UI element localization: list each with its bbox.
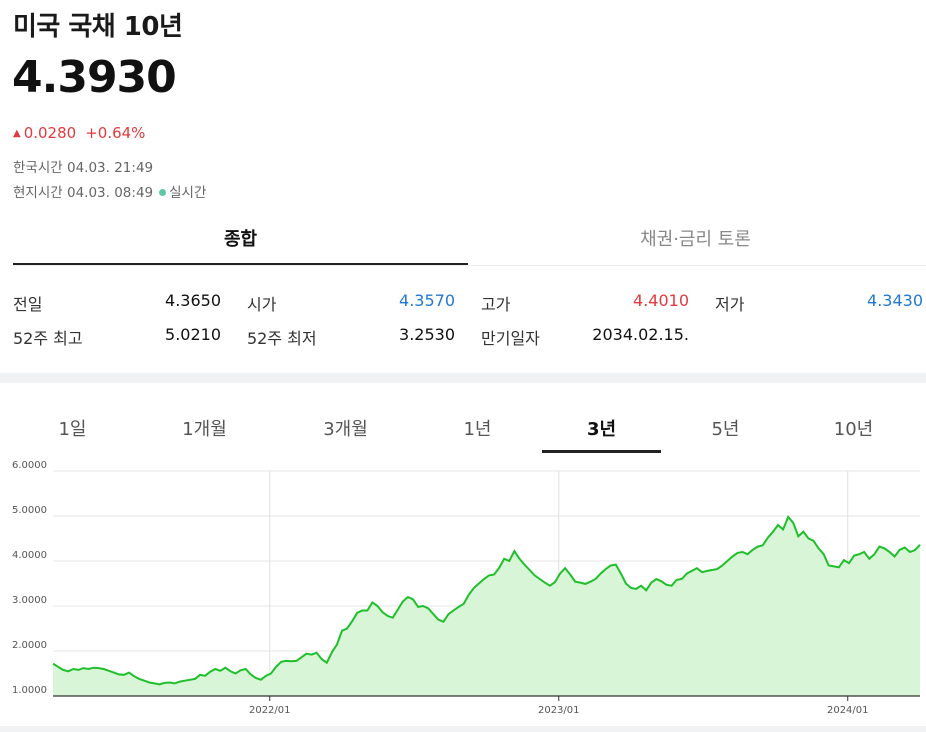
section-divider [0, 373, 926, 383]
change-percent: +0.64% [85, 124, 146, 142]
y-axis-labels: 6.0000 5.0000 4.0000 3.0000 2.0000 1.0000 [12, 460, 47, 696]
stat-label: 52주 최고 [13, 329, 83, 348]
chart-area-fill [53, 516, 920, 696]
period-tabs: 1일 1개월 3개월 1년 3년 5년 10년 [0, 414, 926, 454]
y-tick-label: 6.0000 [12, 460, 47, 471]
local-time-label: 현지시간 [13, 185, 63, 201]
x-tick-label: 2023/01 [538, 705, 580, 716]
x-tick-label: 2022/01 [249, 705, 291, 716]
realtime-dot-icon [159, 189, 167, 196]
period-tab-3y[interactable]: 3년 [542, 414, 661, 453]
bottom-divider [0, 726, 926, 732]
period-tab-1y[interactable]: 1년 [463, 419, 492, 440]
y-tick-label: 3.0000 [12, 595, 47, 606]
stat-label: 저가 [715, 295, 745, 314]
y-tick-label: 1.0000 [12, 685, 47, 696]
tab-overview[interactable]: 종합 [13, 222, 468, 265]
realtime-label: 실시간 [169, 185, 207, 201]
stat-value: 3.2530 [399, 325, 455, 344]
period-tab-10y[interactable]: 10년 [833, 419, 874, 440]
local-time: 현지시간 04.03. 08:49 실시간 [13, 181, 206, 201]
y-tick-label: 4.0000 [12, 550, 47, 561]
stat-label: 전일 [13, 295, 43, 314]
yield-chart[interactable]: 6.0000 5.0000 4.0000 3.0000 2.0000 1.0000 202… [0, 460, 926, 726]
x-tick-label: 2024/01 [827, 705, 869, 716]
main-tabs: 종합 채권·금리 토론 [13, 222, 926, 266]
korea-time-value: 04.03. 21:49 [66, 160, 154, 176]
stat-label: 만기일자 [481, 329, 540, 348]
y-tick-label: 2.0000 [12, 640, 47, 651]
price-change: ▲ 0.0280 +0.64% [13, 124, 145, 142]
period-tab-3m[interactable]: 3개월 [323, 419, 368, 440]
page-title: 미국 국채 10년 [13, 12, 183, 42]
local-time-value: 04.03. 08:49 [66, 185, 154, 201]
up-triangle-icon: ▲ [13, 127, 21, 139]
stat-value: 5.0210 [165, 325, 221, 344]
stat-value: 4.3570 [399, 291, 455, 310]
change-absolute: 0.0280 [23, 124, 77, 142]
stat-label: 시가 [247, 295, 277, 314]
period-tab-1m[interactable]: 1개월 [182, 419, 227, 440]
stat-value: 2034.02.15. [592, 325, 689, 344]
period-tab-5y[interactable]: 5년 [711, 419, 740, 440]
korea-time: 한국시간 04.03. 21:49 [13, 156, 153, 176]
stat-value: 4.3430 [867, 291, 923, 310]
y-tick-label: 5.0000 [12, 505, 47, 516]
stat-label: 고가 [481, 295, 511, 314]
korea-time-label: 한국시간 [13, 160, 63, 176]
period-tab-1d[interactable]: 1일 [58, 419, 87, 440]
stat-value: 4.3650 [165, 291, 221, 310]
current-price: 4.3930 [12, 52, 177, 103]
chart-series-line [52, 514, 921, 686]
tab-discussion[interactable]: 채권·금리 토론 [640, 229, 751, 250]
stat-label: 52주 최저 [247, 329, 317, 348]
x-axis-labels: 2022/01 2023/01 2024/01 [249, 705, 869, 716]
stat-value: 4.4010 [633, 291, 689, 310]
